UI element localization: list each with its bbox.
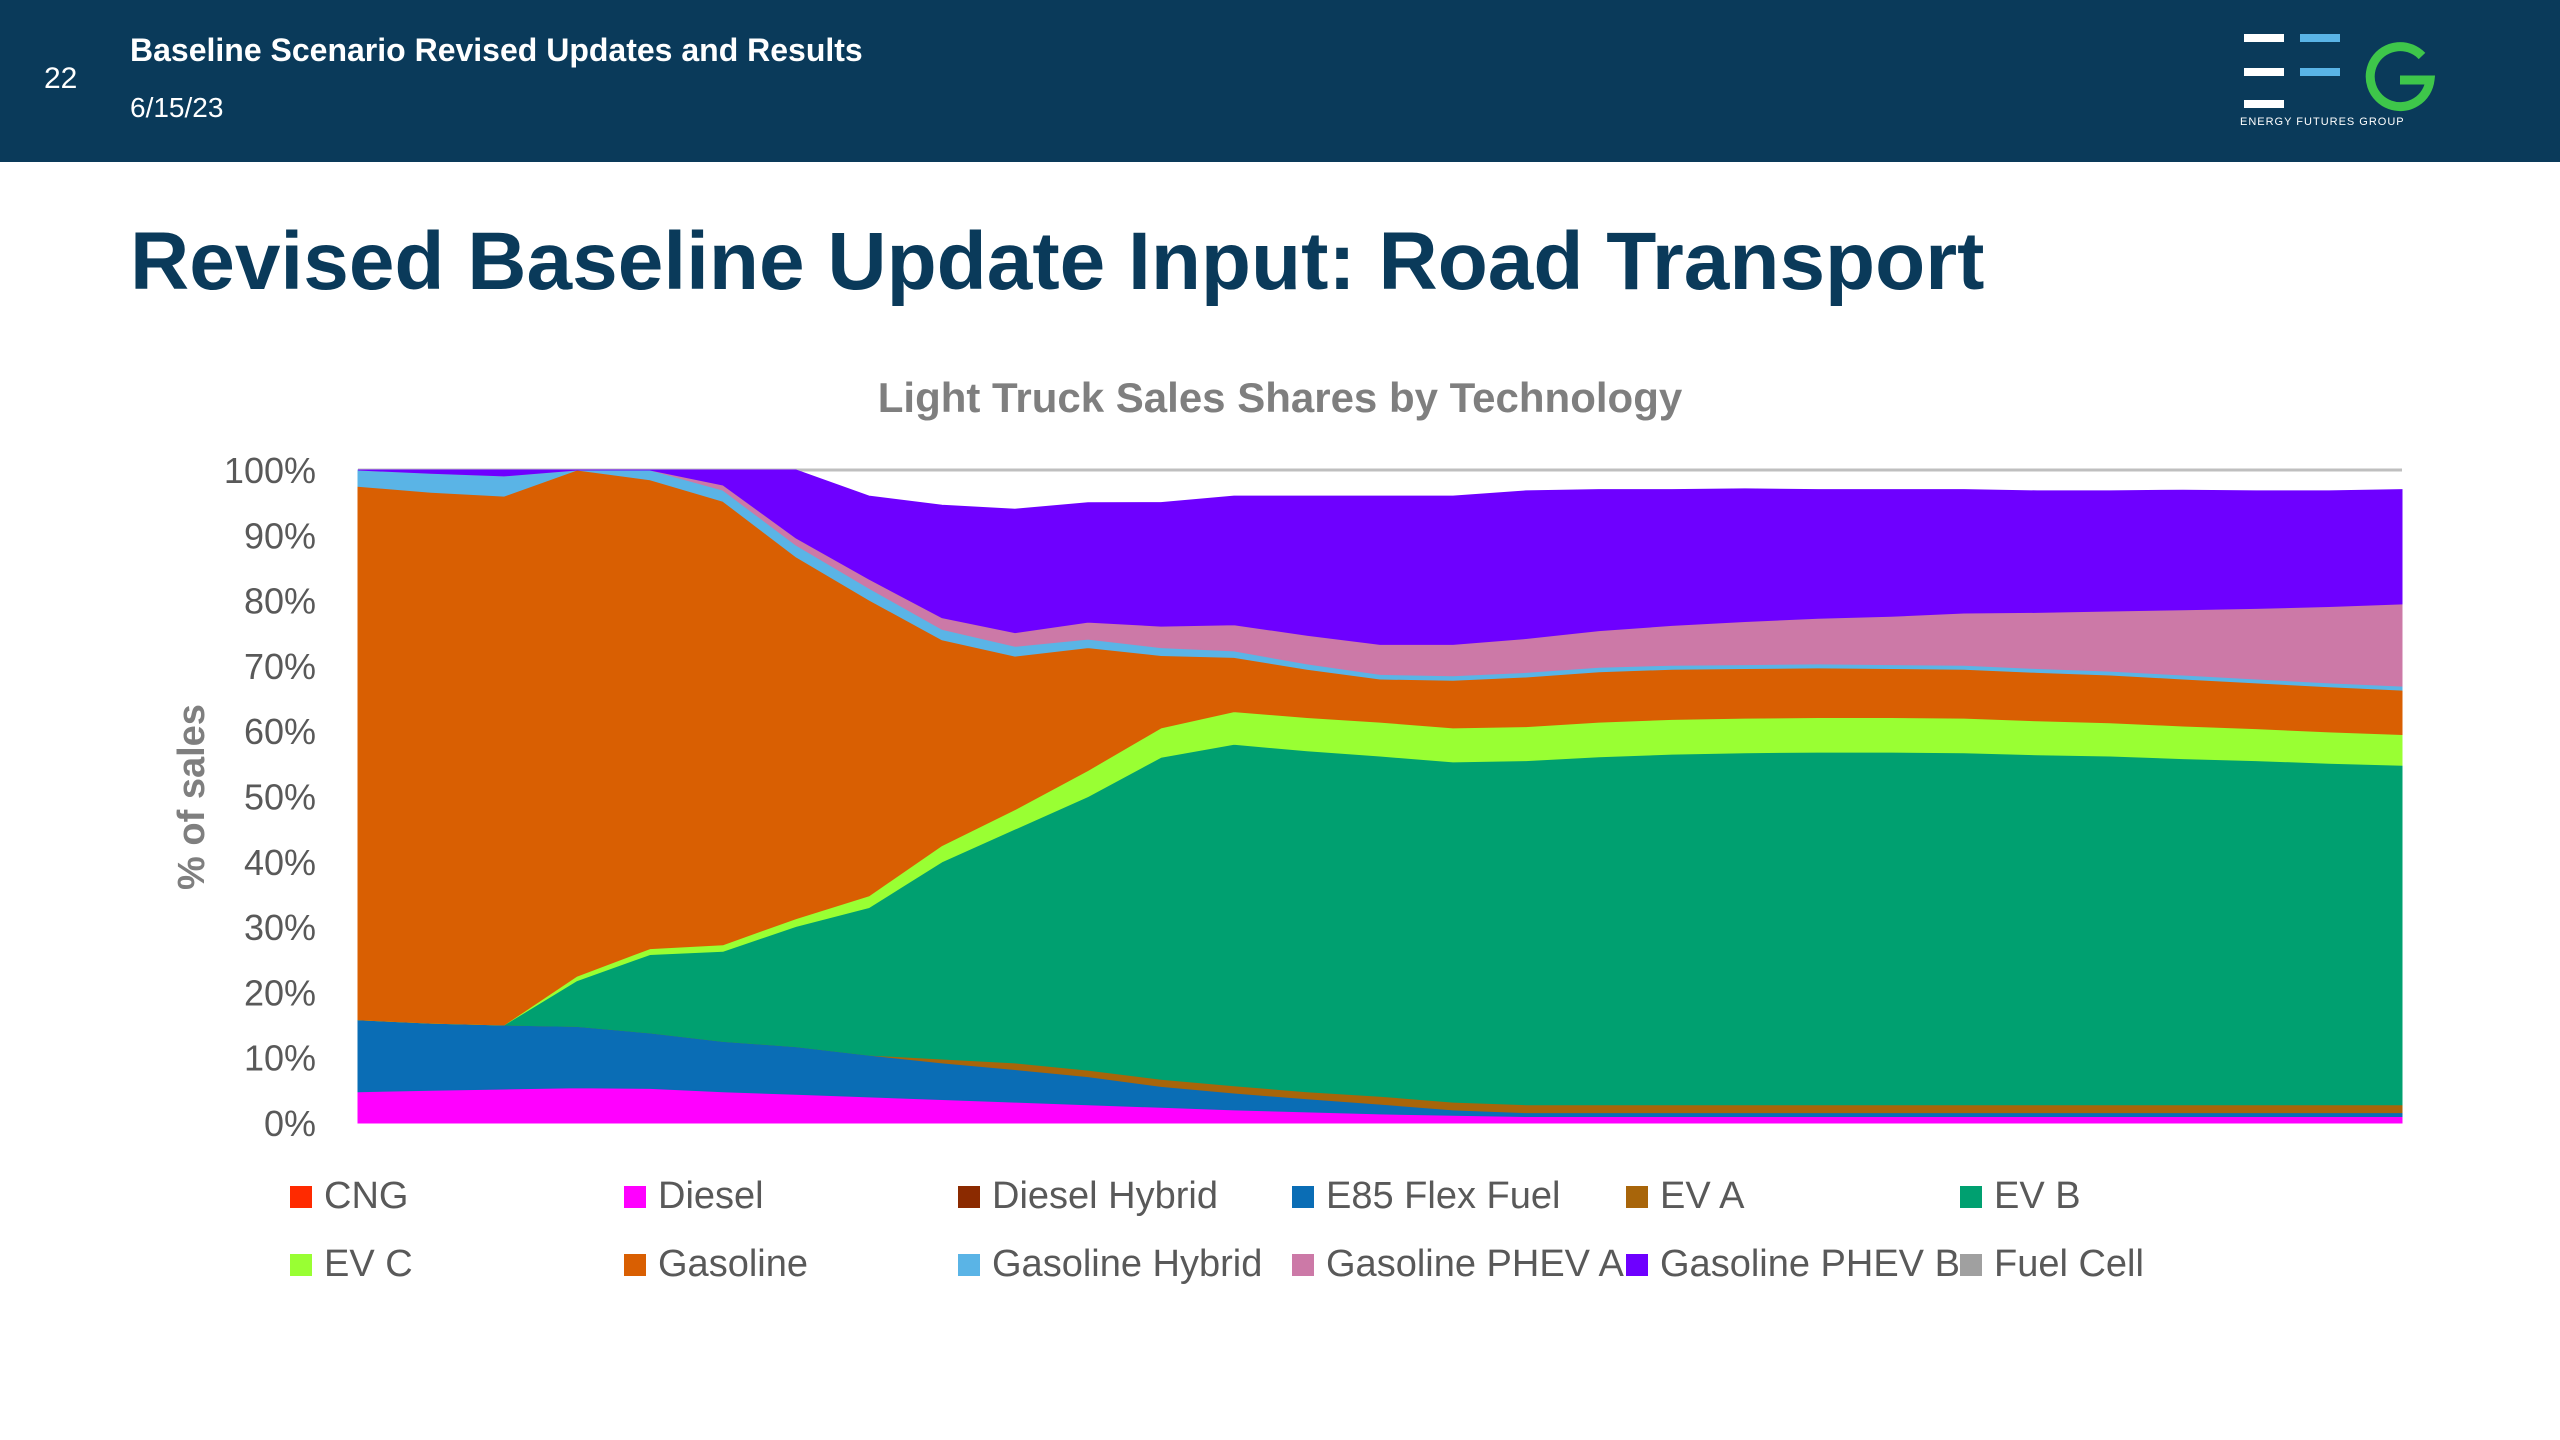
y-tick-label: 40%	[244, 842, 316, 883]
legend-item-gasoline: Gasoline	[624, 1243, 808, 1286]
header-date: 6/15/23	[130, 92, 224, 123]
legend-swatch	[958, 1253, 980, 1276]
efg-logo: ENERGY FUTURES GROUP	[2240, 30, 2440, 140]
y-tick-label: 60%	[244, 711, 316, 752]
logo-caption: ENERGY FUTURES GROUP	[2240, 116, 2405, 128]
legend-item-ev-b: EV B	[1960, 1175, 2081, 1218]
legend-swatch	[1292, 1253, 1314, 1276]
legend-label: Gasoline PHEV A	[1326, 1243, 1624, 1285]
legend-item-ev-a: EV A	[1626, 1175, 1745, 1218]
page-title: Revised Baseline Update Input: Road Tran…	[130, 216, 1985, 307]
legend-label: Diesel Hybrid	[992, 1175, 1218, 1217]
y-tick-label: 80%	[244, 581, 316, 622]
legend-swatch	[290, 1185, 312, 1208]
legend-swatch	[1626, 1253, 1648, 1276]
y-tick-label: 30%	[244, 907, 316, 948]
legend-swatch	[1960, 1253, 1982, 1276]
legend-swatch	[1292, 1185, 1314, 1208]
chart-title: Light Truck Sales Shares by Technology	[878, 374, 1683, 421]
y-tick-label: 100%	[224, 450, 316, 491]
legend-item-fuel-cell: Fuel Cell	[1960, 1243, 2144, 1286]
legend-label: EV C	[324, 1243, 413, 1285]
y-tick-label: 10%	[244, 1038, 316, 1079]
legend-label: EV A	[1660, 1175, 1745, 1217]
header-title: Baseline Scenario Revised Updates and Re…	[130, 32, 863, 68]
efg-logo-mark	[2244, 34, 2436, 112]
y-tick-label: 70%	[244, 646, 316, 687]
legend-item-diesel: Diesel	[624, 1175, 764, 1218]
legend-swatch	[1960, 1185, 1982, 1208]
legend-label: Gasoline Hybrid	[992, 1243, 1263, 1285]
legend-item-e85-flex-fuel: E85 Flex Fuel	[1292, 1175, 1560, 1218]
y-tick-label: 20%	[244, 972, 316, 1013]
legend-label: E85 Flex Fuel	[1326, 1175, 1561, 1217]
legend-label: Diesel	[658, 1175, 764, 1217]
y-tick-label: 50%	[244, 777, 316, 818]
legend-label: Fuel Cell	[1994, 1243, 2144, 1285]
legend-swatch	[624, 1253, 646, 1276]
legend-label: CNG	[324, 1175, 409, 1217]
y-tick-label: 0%	[264, 1103, 316, 1144]
legend-item-gasoline-phev-a: Gasoline PHEV A	[1292, 1243, 1624, 1286]
slide-header: 22 Baseline Scenario Revised Updates and…	[0, 0, 2560, 162]
legend-label: EV B	[1994, 1175, 2081, 1217]
area-gasoline-phev-b	[357, 469, 2403, 645]
y-axis-label: % of sales	[171, 704, 213, 890]
legend-item-cng: CNG	[290, 1175, 408, 1218]
legend-swatch	[958, 1185, 980, 1208]
legend-item-gasoline-hybrid: Gasoline Hybrid	[958, 1243, 1262, 1286]
legend-swatch	[624, 1185, 646, 1208]
legend-item-diesel-hybrid: Diesel Hybrid	[958, 1175, 1218, 1218]
legend-item-ev-c: EV C	[290, 1243, 413, 1286]
legend-swatch	[1626, 1185, 1648, 1208]
y-tick-label: 90%	[244, 515, 316, 556]
legend-item-gasoline-phev-b: Gasoline PHEV B	[1626, 1243, 1960, 1286]
slide-number: 22	[44, 62, 78, 95]
legend-label: Gasoline PHEV B	[1660, 1243, 1960, 1285]
legend-label: Gasoline	[658, 1243, 808, 1285]
legend-swatch	[290, 1253, 312, 1276]
